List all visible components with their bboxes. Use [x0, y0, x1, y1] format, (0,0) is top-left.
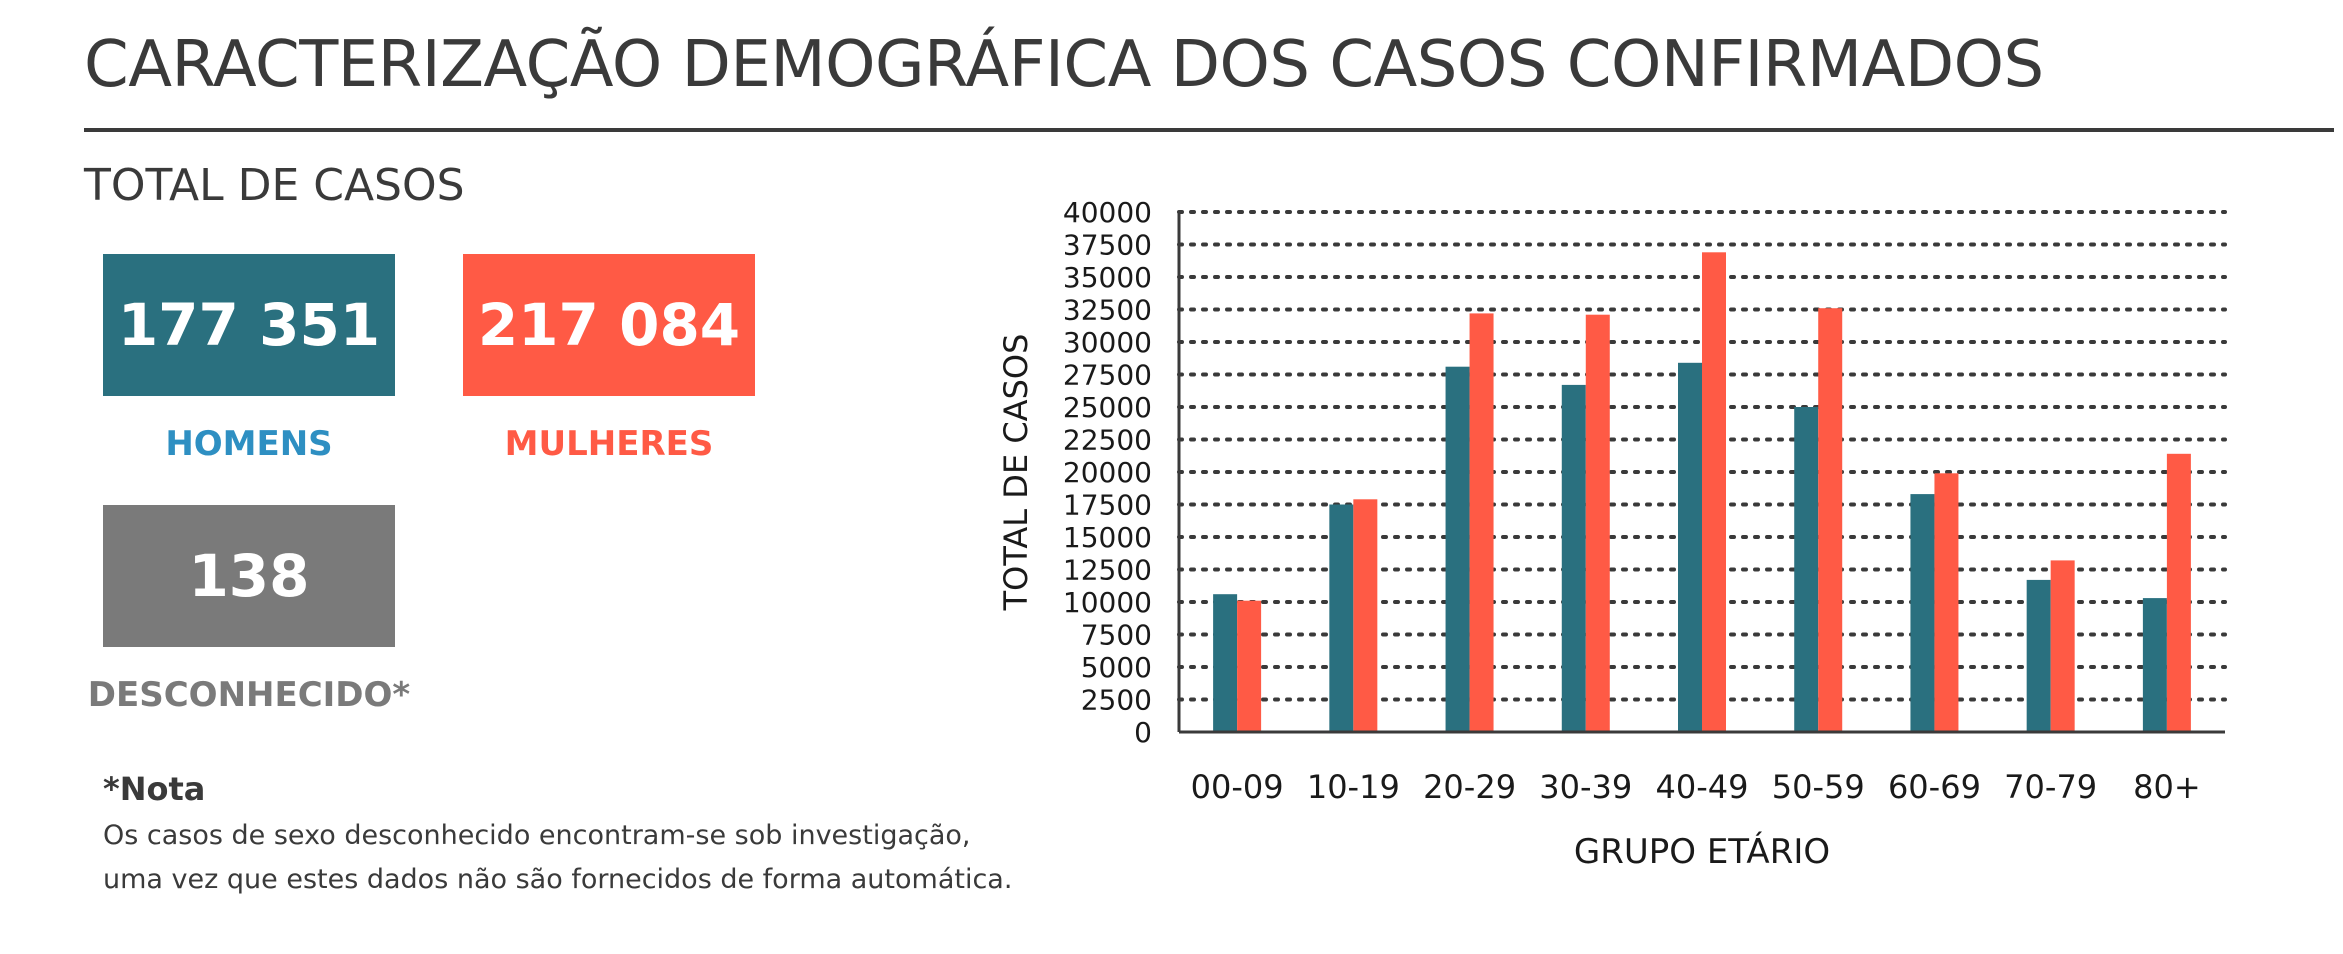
y-tick-label: 5000: [1081, 651, 1152, 684]
x-tick-label: 20-29: [1423, 768, 1516, 806]
x-tick-labels: 00-09 10-19 20-29 30-39 40-49 50-59 60-69 70-79…: [1191, 768, 2201, 806]
bars: [1213, 252, 2191, 733]
bar-40-49-series-1: [1678, 362, 1702, 732]
unknown-total-box: 138: [103, 505, 395, 647]
women-label: MULHERES: [504, 424, 714, 464]
unknown-label: DESCONHECIDO*: [87, 675, 411, 715]
y-tick-label: 32500: [1063, 294, 1152, 327]
y-tick-labels: 0250050007500100001250015000175002000022…: [1063, 196, 1152, 749]
bar-00-09-series-2: [1237, 600, 1262, 732]
y-tick-label: 20000: [1063, 456, 1152, 489]
note-text: Os casos de sexo desconhecido encontram-…: [103, 814, 1023, 902]
y-tick-label: 25000: [1063, 391, 1152, 424]
bar-10-19-series-2: [1353, 499, 1378, 732]
bar-60-69-series-2: [1934, 473, 1959, 732]
x-tick-label: 80+: [2133, 768, 2201, 806]
note-line-2: uma vez que estes dados não são fornecid…: [103, 864, 1013, 895]
x-tick-label: 60-69: [1888, 768, 1981, 806]
y-axis-title: TOTAL DE CASOS: [997, 334, 1035, 612]
y-tick-label: 30000: [1063, 326, 1152, 359]
x-tick-label: 10-19: [1307, 768, 1400, 806]
y-tick-label: 15000: [1063, 521, 1152, 554]
bar-30-39-series-2: [1585, 314, 1610, 732]
section-title: TOTAL DE CASOS: [84, 160, 465, 211]
bar-00-09-series-1: [1213, 594, 1238, 732]
y-tick-label: 22500: [1063, 424, 1152, 457]
y-tick-label: 7500: [1081, 619, 1152, 652]
bar-50-59-series-2: [1818, 308, 1843, 732]
y-tick-label: 35000: [1063, 261, 1152, 294]
bar-80+-series-2: [2166, 453, 2191, 732]
y-tick-label: 0: [1134, 716, 1152, 749]
note-title: *Nota: [103, 770, 206, 808]
y-tick-label: 17500: [1063, 489, 1152, 522]
y-tick-label: 10000: [1063, 586, 1152, 619]
unknown-total-value: 138: [188, 542, 310, 610]
men-total-value: 177 351: [117, 291, 381, 359]
x-axis-title: GRUPO ETÁRIO: [1574, 831, 1830, 872]
y-tick-label: 12500: [1063, 554, 1152, 587]
bar-30-39-series-1: [1561, 384, 1586, 732]
x-tick-label: 50-59: [1772, 768, 1865, 806]
women-total-value: 217 084: [477, 291, 741, 359]
bar-20-29-series-1: [1445, 366, 1470, 732]
x-tick-label: 30-39: [1539, 768, 1632, 806]
y-tick-label: 27500: [1063, 359, 1152, 392]
page-title: CARACTERIZAÇÃO DEMOGRÁFICA DOS CASOS CON…: [84, 28, 2044, 102]
bar-40-49-series-2: [1702, 252, 1726, 733]
bar-60-69-series-1: [1910, 494, 1935, 732]
bar-80+-series-1: [2142, 598, 2167, 732]
note-line-1: Os casos de sexo desconhecido encontram-…: [103, 820, 971, 851]
men-total-box: 177 351: [103, 254, 395, 396]
x-tick-label: 70-79: [2004, 768, 2097, 806]
women-total-box: 217 084: [463, 254, 755, 396]
title-divider: [84, 128, 2334, 132]
men-label: HOMENS: [165, 424, 333, 464]
y-tick-label: 40000: [1063, 196, 1152, 229]
bar-20-29-series-2: [1469, 313, 1494, 732]
x-tick-label: 00-09: [1191, 768, 1284, 806]
bar-70-79-series-2: [2050, 560, 2075, 732]
y-tick-label: 2500: [1081, 684, 1152, 717]
x-tick-label: 40-49: [1656, 768, 1749, 806]
age-group-bar-chart: 0250050007500100001250015000175002000022…: [997, 196, 2227, 872]
bar-10-19-series-1: [1329, 504, 1354, 732]
bar-50-59-series-1: [1794, 407, 1819, 732]
y-tick-label: 37500: [1063, 229, 1152, 262]
bar-70-79-series-1: [2026, 579, 2051, 732]
